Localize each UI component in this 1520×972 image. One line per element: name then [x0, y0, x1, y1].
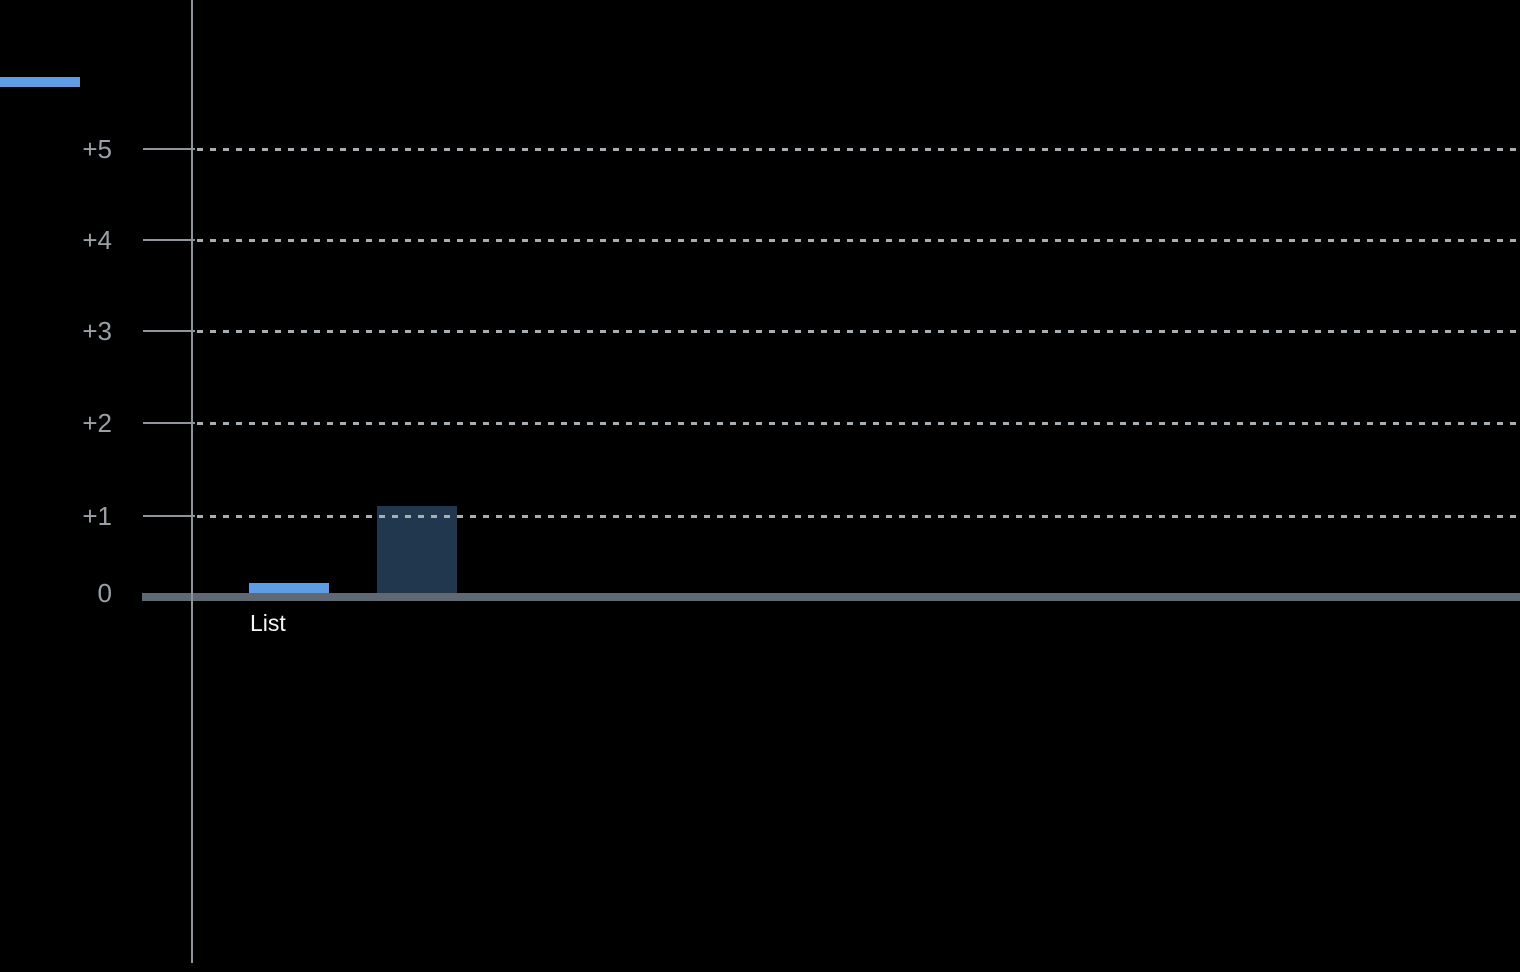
- y-tick-label-3: +3: [82, 316, 112, 346]
- y-tick-label-0: 0: [97, 578, 112, 608]
- y-tick-1: [143, 515, 195, 517]
- y-tick-3: [143, 330, 195, 332]
- gridline-2: [197, 422, 1520, 425]
- resting-strip: [0, 77, 80, 87]
- y-axis-line: [191, 0, 193, 963]
- strip-list: [249, 583, 329, 593]
- y-tick-label-2: +2: [82, 408, 112, 438]
- gridline-4: [197, 239, 1520, 242]
- y-tick-label-5: +5: [82, 134, 112, 164]
- y-tick-2: [143, 422, 195, 424]
- gridline-3: [197, 330, 1520, 333]
- x-axis-label-list: List: [250, 610, 286, 636]
- y-tick-label-4: +4: [82, 225, 112, 255]
- y-tick-5: [143, 148, 195, 150]
- gridline-1: [197, 515, 1520, 518]
- y-tick-4: [143, 239, 195, 241]
- y-tick-label-1: +1: [82, 501, 112, 531]
- gridline-5: [197, 148, 1520, 151]
- bar-chip: [377, 506, 457, 593]
- canvas-baseline: [142, 593, 1520, 601]
